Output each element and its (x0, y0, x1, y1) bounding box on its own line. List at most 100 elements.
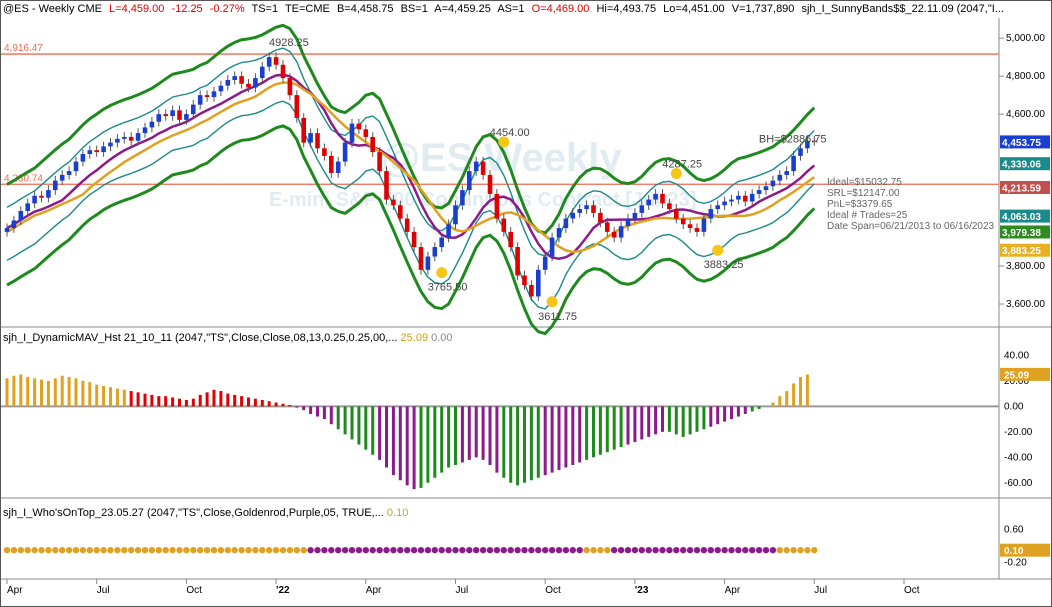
top-dot (141, 546, 149, 554)
top-dot (231, 546, 238, 554)
top-dot (314, 546, 321, 554)
time-label: Jul (97, 585, 110, 596)
candle-body (667, 203, 672, 210)
lower-mid-band (6, 100, 815, 310)
pane3-value: 0.10 (386, 507, 409, 519)
pane2-header: sjh_I_DynamicMAV_Hst 21_10_11 (2047,"TS"… (3, 332, 453, 344)
candle-body (18, 210, 24, 221)
candle-body (59, 174, 65, 181)
price-tick-label: 5,000.00 (1006, 33, 1045, 44)
strategy-line: SRL=$12147.00 (827, 188, 900, 199)
top-dot (162, 546, 169, 554)
top-dot (493, 546, 501, 554)
time-label: Jul (814, 585, 827, 596)
strategy-line: Ideal # Trades=25 (827, 210, 908, 221)
price-tick-label: 3,800.00 (1006, 261, 1045, 272)
top-dot (776, 546, 783, 554)
pane2-badge-text: 25.09 (1004, 370, 1029, 381)
candle-body (322, 148, 327, 156)
price-badge-text: 4,339.06 (1002, 160, 1041, 171)
candle-body (163, 114, 168, 117)
candle-body (467, 171, 472, 191)
pane2-tick-label: -20.00 (1004, 427, 1033, 438)
candle-body (522, 275, 527, 286)
ask-label: A=4,459.25 (434, 3, 491, 15)
top-dot (148, 546, 156, 554)
candle-body (432, 247, 438, 257)
candle-body (32, 195, 37, 204)
top-dot (424, 546, 432, 554)
candle-body (191, 104, 196, 115)
top-dot (590, 546, 597, 554)
top-dot (286, 546, 294, 554)
top-dot (804, 546, 811, 554)
candle-body (349, 123, 355, 143)
top-dot (686, 546, 694, 554)
candle-body (570, 212, 576, 219)
candle-body (115, 138, 120, 143)
top-dot (769, 546, 777, 554)
ask-size: AS=1 (497, 3, 525, 15)
low-label: Lo=4,451.00 (663, 3, 725, 15)
top-dot (100, 546, 107, 554)
candle-body (653, 193, 658, 200)
strategy-line: Date Span=06/21/2013 to 06/16/2023 (827, 221, 995, 232)
candle-body (425, 256, 431, 270)
top-dot (155, 546, 162, 554)
top-dot (197, 546, 204, 554)
top-dot (210, 546, 218, 554)
pane3-tick-label: -0.20 (1004, 558, 1027, 569)
candle-body (101, 146, 106, 153)
candle-body (66, 171, 72, 175)
time-label: Oct (186, 585, 202, 596)
top-dot (783, 546, 790, 554)
candle-body (812, 140, 817, 142)
top-dot (348, 546, 356, 554)
candle-body (197, 95, 203, 105)
top-dot (390, 546, 397, 554)
candle-body (722, 201, 727, 206)
pct-change: -0.27% (209, 3, 245, 15)
pane2-zero: 0.00 (431, 332, 453, 344)
top-dot (404, 546, 411, 554)
pane3-badge (1000, 543, 1050, 557)
top-dot (811, 546, 818, 554)
candle-body (687, 224, 693, 229)
candle-body (11, 220, 17, 229)
candle-body (743, 195, 748, 202)
top-dot (749, 546, 756, 554)
candle-body (356, 123, 362, 130)
candle-body (605, 222, 610, 232)
top-dot (680, 546, 687, 554)
top-dot (59, 546, 66, 554)
top-dot (721, 546, 728, 554)
top-dot (742, 546, 749, 554)
top-dot (3, 546, 11, 554)
top-dot (38, 546, 45, 554)
candle-body (53, 180, 58, 191)
candle-body (260, 66, 265, 79)
candle-body (287, 78, 293, 96)
top-dot (542, 546, 549, 554)
candle-body (791, 155, 796, 172)
top-dot (307, 546, 314, 554)
ma-gold (6, 81, 816, 254)
top-dot (79, 546, 87, 554)
top-dot (341, 546, 349, 554)
top-dot (604, 546, 611, 554)
candle-body (384, 171, 389, 200)
candle-body (577, 209, 582, 213)
top-dot (438, 546, 445, 554)
time-label: Apr (366, 585, 382, 596)
time-label: '23 (635, 585, 649, 596)
top-dot (507, 546, 514, 554)
candle-body (391, 199, 396, 206)
top-dot (673, 546, 680, 554)
top-dot (134, 546, 142, 554)
candle-body (308, 133, 313, 143)
candle-body (480, 161, 486, 175)
high-label: Hi=4,493.75 (596, 3, 657, 15)
candle-body (598, 212, 603, 223)
price-tick-label: 4,800.00 (1006, 71, 1045, 82)
